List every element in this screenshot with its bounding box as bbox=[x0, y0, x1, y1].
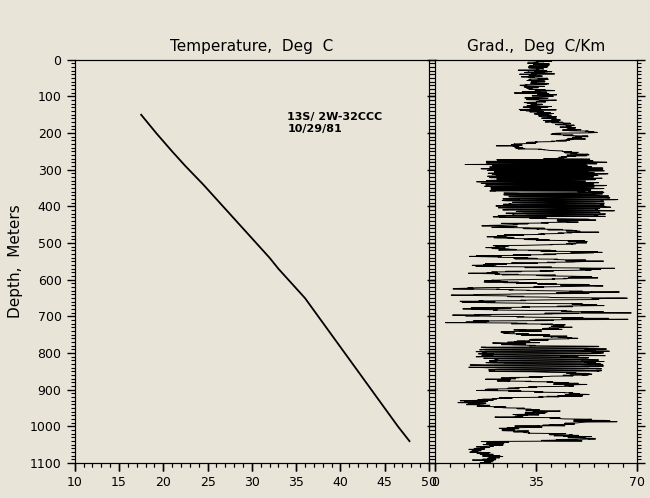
Text: 13S/ 2W-32CCC
10/29/81: 13S/ 2W-32CCC 10/29/81 bbox=[287, 112, 383, 134]
X-axis label: Grad.,  Deg  C/Km: Grad., Deg C/Km bbox=[467, 39, 605, 54]
Y-axis label: Depth,  Meters: Depth, Meters bbox=[8, 205, 23, 318]
X-axis label: Temperature,  Deg  C: Temperature, Deg C bbox=[170, 39, 333, 54]
